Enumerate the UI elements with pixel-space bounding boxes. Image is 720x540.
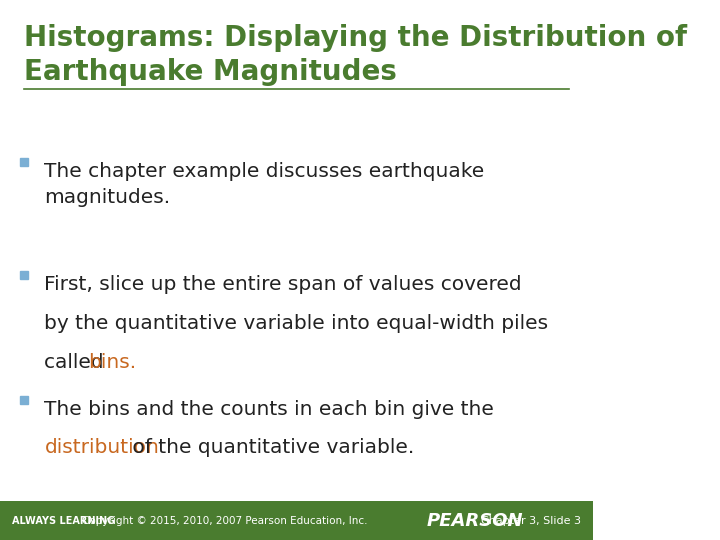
Text: by the quantitative variable into equal-width piles: by the quantitative variable into equal-… bbox=[45, 314, 549, 333]
FancyBboxPatch shape bbox=[0, 501, 593, 540]
Text: called: called bbox=[45, 353, 110, 372]
Text: Chapter 3, Slide 3: Chapter 3, Slide 3 bbox=[481, 516, 581, 525]
Text: Histograms: Displaying the Distribution of
Earthquake Magnitudes: Histograms: Displaying the Distribution … bbox=[24, 24, 687, 86]
Text: ALWAYS LEARNING: ALWAYS LEARNING bbox=[12, 516, 115, 525]
Text: of the quantitative variable.: of the quantitative variable. bbox=[125, 438, 414, 457]
Text: The chapter example discusses earthquake
magnitudes.: The chapter example discusses earthquake… bbox=[45, 162, 485, 207]
Text: Copyright © 2015, 2010, 2007 Pearson Education, Inc.: Copyright © 2015, 2010, 2007 Pearson Edu… bbox=[82, 516, 368, 525]
Text: distribution: distribution bbox=[45, 438, 159, 457]
Text: PEARSON: PEARSON bbox=[427, 511, 523, 530]
Text: The bins and the counts in each bin give the: The bins and the counts in each bin give… bbox=[45, 400, 495, 419]
Text: bins.: bins. bbox=[88, 353, 136, 372]
Text: First, slice up the entire span of values covered: First, slice up the entire span of value… bbox=[45, 275, 522, 294]
